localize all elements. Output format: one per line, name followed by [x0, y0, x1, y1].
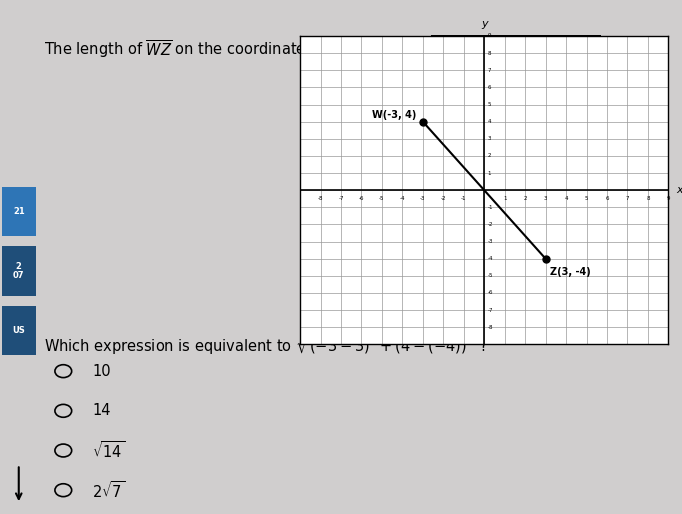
Text: Z(3, -4): Z(3, -4) — [550, 267, 591, 277]
Text: 3: 3 — [544, 196, 548, 201]
Text: 4: 4 — [564, 196, 568, 201]
Text: 5: 5 — [584, 196, 589, 201]
FancyBboxPatch shape — [2, 246, 35, 296]
Text: 9: 9 — [666, 196, 670, 201]
Text: -1: -1 — [487, 205, 493, 210]
Text: $\sqrt{14}$: $\sqrt{14}$ — [92, 440, 125, 461]
Text: The length of $\overline{WZ}$ on the coordinate plane below is $\sqrt{(-3-3)^2+(: The length of $\overline{WZ}$ on the coo… — [44, 33, 644, 60]
Text: 2: 2 — [523, 196, 527, 201]
Text: 7: 7 — [625, 196, 629, 201]
Text: -7: -7 — [338, 196, 344, 201]
Text: -7: -7 — [487, 307, 493, 313]
Text: 4: 4 — [487, 119, 491, 124]
Text: -2: -2 — [441, 196, 446, 201]
Text: 2
07: 2 07 — [13, 262, 25, 280]
FancyBboxPatch shape — [2, 306, 35, 355]
Text: -4: -4 — [487, 256, 493, 261]
Text: 1: 1 — [487, 171, 491, 176]
Text: 3: 3 — [487, 136, 491, 141]
Text: -5: -5 — [379, 196, 385, 201]
Text: 2: 2 — [487, 153, 491, 158]
Text: y: y — [481, 19, 488, 29]
Text: -5: -5 — [487, 273, 493, 279]
Text: W(-3, 4): W(-3, 4) — [372, 110, 417, 120]
Text: -3: -3 — [420, 196, 426, 201]
Text: -2: -2 — [487, 222, 493, 227]
Text: -8: -8 — [318, 196, 323, 201]
Text: 7: 7 — [487, 68, 491, 73]
Text: x: x — [677, 185, 682, 195]
Text: 21: 21 — [13, 207, 25, 216]
Text: 14: 14 — [92, 403, 110, 418]
Text: -6: -6 — [487, 290, 493, 296]
Text: 9: 9 — [487, 33, 491, 39]
Text: Which expression is equivalent to $\sqrt{(-3-3)^2+(4-(-4))^2}$ ?: Which expression is equivalent to $\sqrt… — [44, 331, 488, 357]
Text: 5: 5 — [487, 102, 491, 107]
Text: -3: -3 — [487, 239, 493, 244]
Text: 1: 1 — [503, 196, 507, 201]
Text: 8: 8 — [487, 50, 491, 56]
Text: 8: 8 — [646, 196, 650, 201]
Text: $2\sqrt{7}$: $2\sqrt{7}$ — [92, 480, 125, 501]
Text: 10: 10 — [92, 363, 111, 379]
Text: US: US — [12, 326, 25, 335]
Text: -6: -6 — [359, 196, 364, 201]
Text: 6: 6 — [605, 196, 609, 201]
Text: 6: 6 — [487, 85, 491, 90]
Text: -4: -4 — [400, 196, 405, 201]
Text: -8: -8 — [487, 325, 493, 330]
Text: -1: -1 — [461, 196, 466, 201]
FancyBboxPatch shape — [2, 187, 35, 236]
